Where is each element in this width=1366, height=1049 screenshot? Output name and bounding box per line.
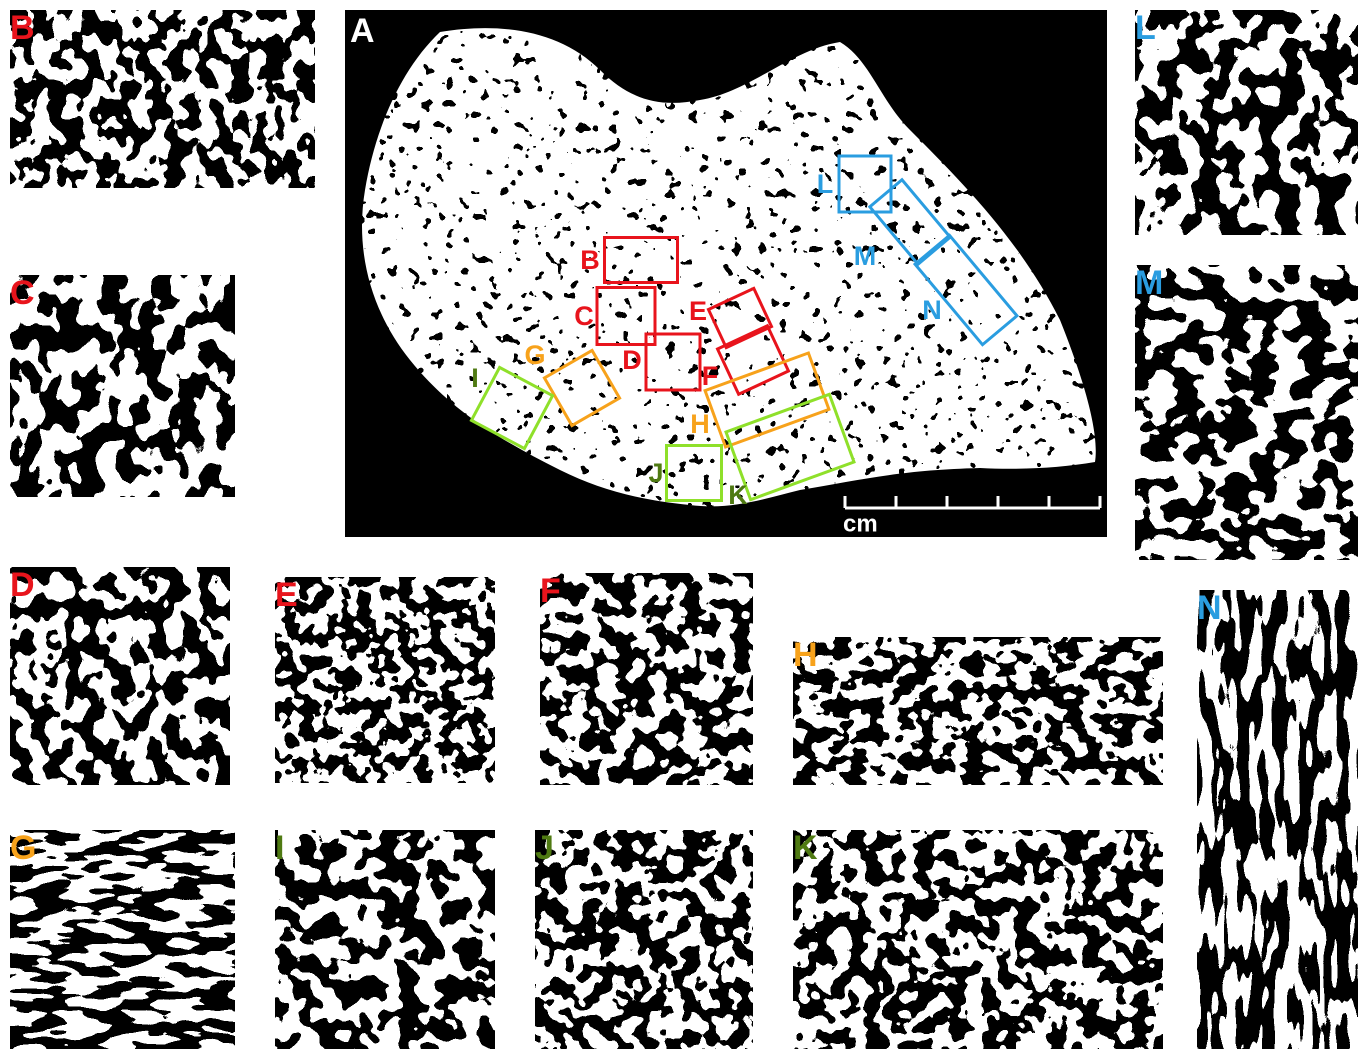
region-label: C (574, 301, 594, 331)
panel-label: I (275, 829, 284, 867)
region-label: N (922, 295, 942, 325)
region-label: I (471, 363, 479, 393)
panel-label: B (10, 9, 35, 47)
detail-image (10, 830, 235, 1049)
detail-image (1135, 10, 1358, 235)
region-label: L (817, 169, 834, 199)
detail-image (10, 567, 230, 785)
panel-label: E (275, 576, 298, 614)
detail-image (10, 10, 315, 188)
detail-image (540, 573, 753, 785)
detail-image (1197, 590, 1358, 1049)
figure: BCDEFGHIJKLMNcm ABCDEFGHIJKLMN (0, 0, 1366, 1049)
panel-label: F (540, 572, 561, 610)
panel-label: L (1135, 9, 1156, 47)
region-label: M (854, 241, 877, 271)
region-label: G (524, 340, 545, 370)
panel-label: M (1135, 264, 1163, 302)
region-label: J (648, 458, 663, 488)
panel-label: K (793, 829, 818, 867)
page: {"panels": [ {"label": "A", "color": "#f… (0, 0, 1366, 1049)
panel-label: J (535, 829, 554, 867)
scale-bar-unit: cm (843, 510, 878, 537)
detail-image (275, 830, 495, 1049)
region-label: E (689, 296, 707, 326)
panel-label: G (10, 829, 36, 867)
detail-image (1135, 265, 1358, 560)
panel-label: C (10, 274, 35, 312)
region-label: D (622, 345, 642, 375)
detail-image (535, 830, 753, 1049)
detail-image (275, 577, 495, 783)
panel-label: H (793, 636, 818, 674)
region-label: H (690, 409, 710, 439)
detail-image (10, 275, 235, 497)
panel-label: A (350, 12, 375, 50)
detail-image (793, 830, 1163, 1049)
region-label: K (728, 480, 748, 510)
panel-label: N (1197, 589, 1222, 627)
region-label: B (580, 245, 600, 275)
panel-label: D (10, 566, 35, 604)
detail-image (793, 637, 1163, 785)
